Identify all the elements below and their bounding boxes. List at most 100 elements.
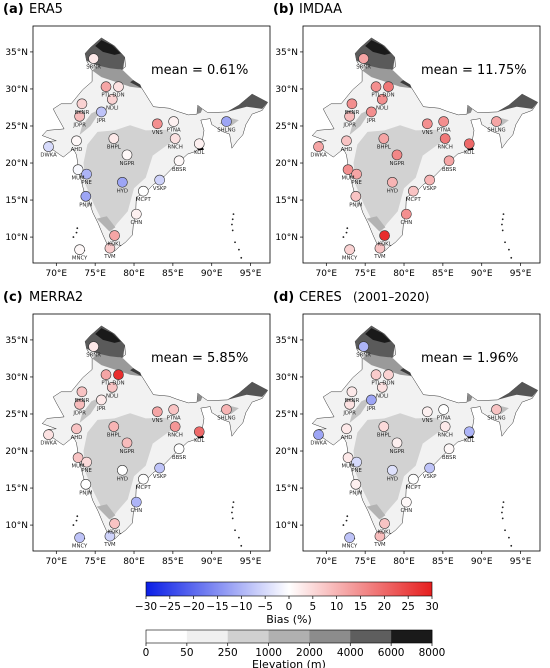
station-label-dwka: DWKA: [40, 441, 57, 447]
station-marker-mum: [342, 164, 354, 175]
station-marker-pnjm: [350, 479, 362, 490]
island-9: [72, 524, 75, 526]
station-label-ptna: PTNA: [437, 128, 451, 134]
station-label-ptna: PTNA: [437, 416, 451, 422]
station-marker-ptna: [168, 404, 179, 415]
lat-tick-label: 25°N: [5, 410, 28, 420]
station-marker-shlng: [221, 116, 232, 127]
station-marker-vns: [422, 118, 433, 130]
island-2: [231, 223, 233, 226]
station-marker-vskp: [154, 462, 165, 474]
station-label-srnr: SRNR: [86, 65, 101, 71]
lat-tick-label: 15°N: [275, 484, 298, 494]
station-marker-rnch: [169, 421, 181, 432]
lon-ticks: 70°E 75°E 80°E 85°E 90°E 95°E: [315, 263, 532, 279]
lat-tick-label: 10°N: [275, 521, 298, 531]
elevation-tick-label: 2000: [296, 647, 323, 659]
lon-tick-label: 70°E: [45, 269, 67, 279]
island-9: [342, 524, 345, 526]
lon-tick-label: 95°E: [510, 557, 532, 567]
island-0: [502, 213, 505, 216]
station-label-ngpr: NGPR: [120, 449, 135, 455]
station-label-pne: PNE: [351, 180, 362, 186]
lat-tick-label: 15°N: [5, 196, 28, 206]
station-label-pnjm: PNJM: [79, 202, 93, 208]
station-marker-kol: [463, 426, 475, 438]
lat-tick-label: 20°N: [275, 159, 298, 169]
station-marker-mcpt: [408, 473, 419, 485]
station-label-ptna: PTNA: [167, 416, 181, 422]
station-label-dwka: DWKA: [310, 153, 327, 159]
station-label-shlng: SHLNG: [487, 416, 505, 422]
island-7: [76, 515, 79, 518]
island-5: [238, 536, 240, 539]
island-8: [345, 231, 348, 234]
island-2: [231, 511, 233, 514]
station-label-vskp: VSKP: [153, 186, 167, 192]
bias-tick-label: 0: [286, 601, 293, 613]
station-marker-ahd: [71, 135, 82, 147]
station-marker-bknr: [76, 98, 88, 110]
station-label-mcpt: MCPT: [136, 485, 151, 491]
lat-tick-label: 10°N: [275, 233, 298, 243]
lat-tick-label: 30°N: [5, 85, 28, 95]
station-label-vskp: VSKP: [423, 474, 437, 480]
station-marker-kdkl: [109, 518, 120, 529]
station-marker-srnr: [88, 53, 99, 64]
station-label-ptna: PTNA: [167, 128, 181, 134]
mean-value: mean = 5.85%: [151, 351, 248, 366]
station-marker-pne: [351, 456, 362, 468]
station-marker-bknr: [76, 386, 88, 398]
station-marker-pnjm: [350, 191, 362, 202]
station-marker-rnch: [169, 133, 181, 144]
station-label-rnch: RNCH: [438, 145, 453, 151]
lat-tick-label: 20°N: [275, 447, 298, 457]
station-marker-pne: [81, 456, 92, 468]
station-label-jpr: JPR: [96, 118, 106, 124]
station-marker-ndli: [376, 382, 388, 393]
lon-tick-label: 95°E: [510, 269, 532, 279]
bias-tick-label: 25: [401, 601, 414, 613]
station-label-jdpr: JDPR: [72, 122, 86, 128]
island-6: [510, 544, 513, 547]
island-0: [232, 213, 235, 216]
station-label-kdkl: KDKL: [108, 242, 122, 248]
station-marker-ptna: [438, 116, 449, 127]
station-label-vns: VNS: [422, 130, 434, 136]
lat-tick-label: 10°N: [5, 233, 28, 243]
elevation-colorbar: 0 50 250 1000 2000 4000 6000 8000 Elevation (m): [143, 629, 445, 668]
elevation-zone-4: [362, 63, 412, 89]
station-label-dwka: DWKA: [40, 153, 57, 159]
station-marker-tvm: [374, 530, 386, 542]
panel-name: MERRA2: [29, 290, 83, 305]
elevation-zone-0: [83, 413, 178, 521]
station-label-ahd: AHD: [341, 147, 353, 153]
bias-tick-label: 15: [354, 601, 367, 613]
lat-tick-label: 30°N: [275, 85, 298, 95]
island-3: [231, 517, 234, 520]
island-5: [238, 248, 240, 251]
island-7: [346, 227, 349, 230]
station-marker-bbsr: [173, 443, 185, 455]
station-label-ahd: AHD: [71, 435, 83, 441]
station-label-vns: VNS: [152, 130, 164, 136]
island-8: [75, 519, 78, 522]
station-label-ndli: NDLI: [106, 393, 119, 399]
station-marker-jpr: [366, 394, 377, 406]
station-label-bhpl: BHPL: [377, 145, 391, 151]
station-marker-dwka: [313, 141, 324, 153]
station-marker-vns: [152, 406, 163, 418]
station-marker-rnch: [439, 133, 451, 144]
station-marker-srnr: [358, 53, 369, 64]
station-label-srnr: SRNR: [86, 353, 101, 359]
station-markers: [313, 53, 502, 255]
elevation-zone-2: [96, 504, 116, 520]
bias-tick-label: −5: [257, 601, 272, 613]
station-label-ndli: NDLI: [106, 105, 119, 111]
island-0: [232, 501, 235, 504]
station-label-ddn: DDN: [112, 93, 124, 99]
elevation-zone-7: [130, 80, 142, 89]
island-4: [234, 241, 236, 244]
island-6: [240, 544, 243, 547]
